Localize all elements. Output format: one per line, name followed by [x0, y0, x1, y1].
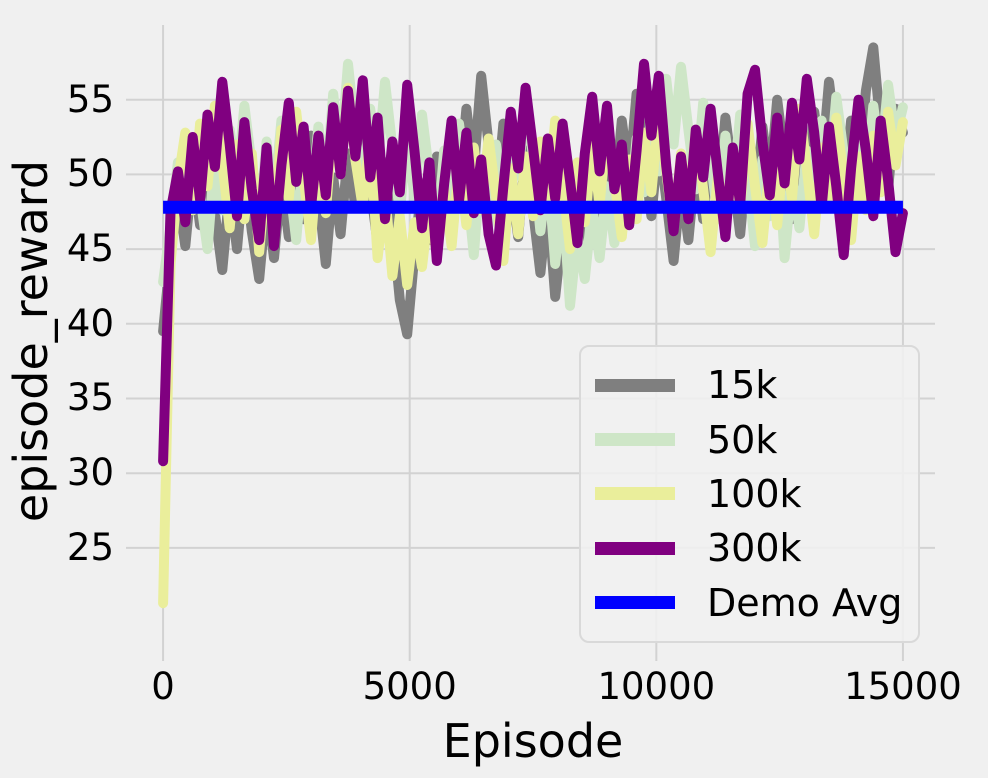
y-tick-label-45: 45 — [66, 227, 114, 271]
legend-item-15k: 15k — [581, 366, 918, 404]
legend-label: 50k — [707, 417, 778, 462]
legend-item-demo-avg: Demo Avg — [581, 584, 918, 622]
x-tick-label-0: 0 — [151, 665, 175, 708]
series-line-300k — [158, 58, 908, 467]
legend-swatch-15k — [595, 378, 675, 392]
legend-label: 300k — [707, 526, 802, 571]
y-tick-label-50: 50 — [66, 152, 114, 196]
legend-label: Demo Avg — [707, 580, 903, 625]
series-line-100k — [158, 82, 908, 609]
x-tick-label-5000: 5000 — [362, 665, 457, 708]
legend-label: 100k — [707, 471, 802, 516]
legend-swatch-300k — [595, 541, 675, 555]
legend-swatch-demo-avg — [595, 596, 675, 610]
legend-item-100k: 100k — [581, 475, 918, 513]
legend-swatch-100k — [595, 487, 675, 501]
legend-item-50k: 50k — [581, 421, 918, 459]
legend-label: 15k — [707, 363, 778, 408]
y-tick-label-25: 25 — [66, 525, 114, 569]
y-tick-label-30: 30 — [66, 451, 114, 495]
legend-swatch-50k — [595, 433, 675, 447]
x-axis-label: Episode — [442, 714, 624, 768]
x-tick-label-15000: 15000 — [844, 665, 962, 708]
legend: 15k 50k 100k 300k Demo Avg — [579, 345, 920, 643]
y-tick-label-55: 55 — [66, 77, 114, 121]
y-tick-label-35: 35 — [66, 376, 114, 420]
y-tick-label-40: 40 — [66, 301, 114, 345]
x-tick-label-10000: 10000 — [597, 665, 716, 708]
legend-item-300k: 300k — [581, 529, 918, 567]
